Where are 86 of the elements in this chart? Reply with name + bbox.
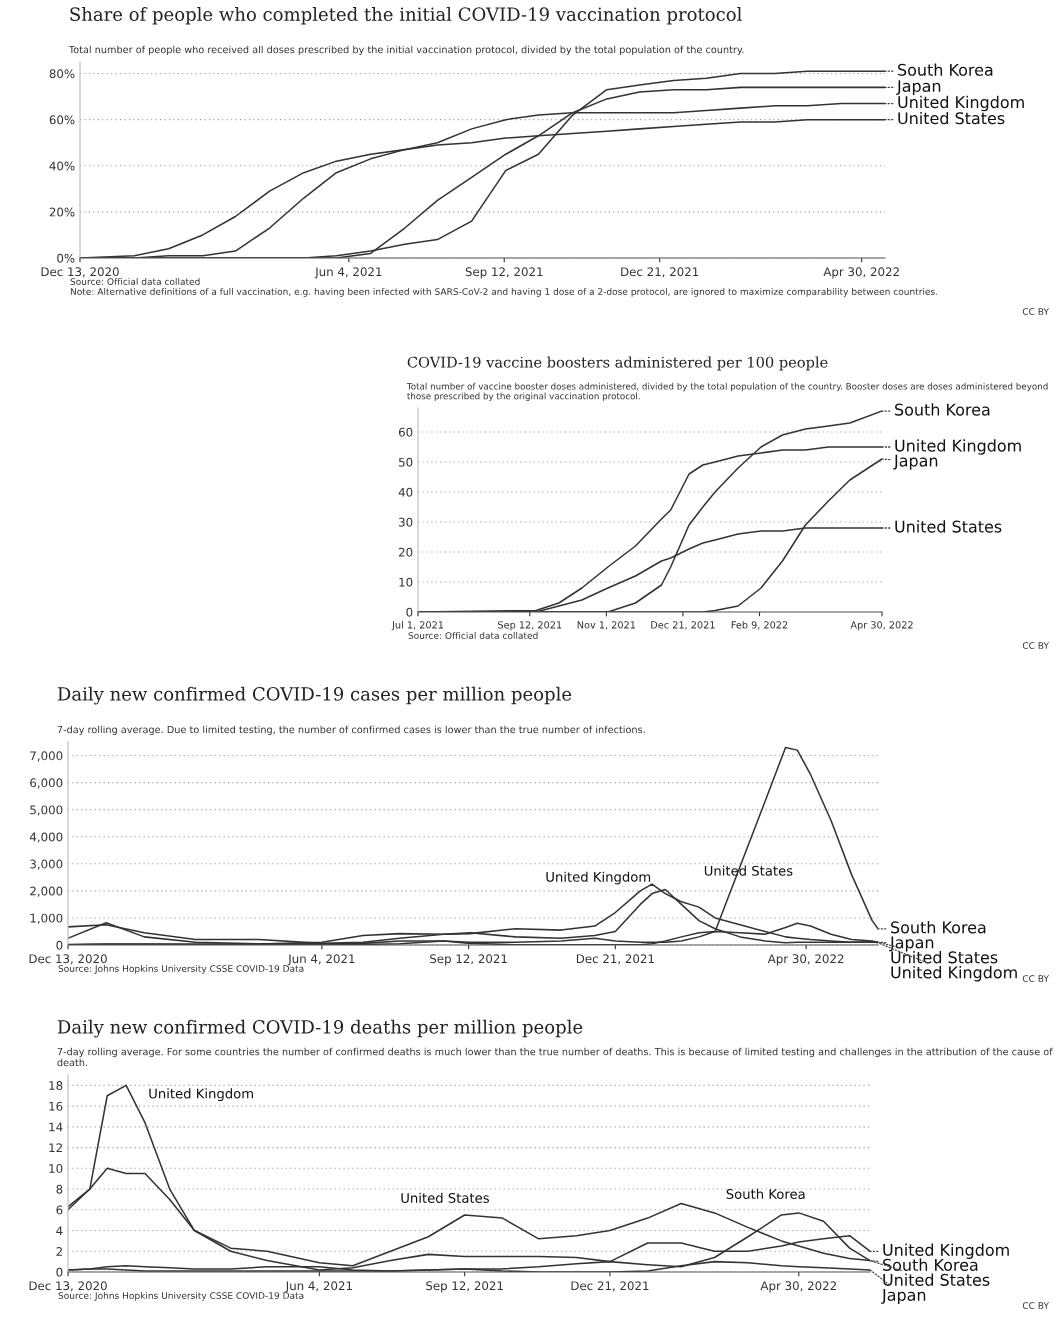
- series-label: Japan: [893, 454, 938, 470]
- series-label: United States: [883, 1273, 990, 1286]
- text: CC BY: [1022, 642, 1050, 649]
- text: CC BY: [1022, 975, 1050, 982]
- annotation: United States: [401, 1192, 489, 1203]
- x-tick-label: Jun 4, 2021: [287, 954, 355, 966]
- y-tick-label: 10: [399, 577, 413, 587]
- chart-subtitle: Total number of people who received all doses prescribed by the initial vaccination protocol, divided by the total population of the country.: [68, 45, 744, 56]
- y-tick-label: 0%: [57, 253, 75, 263]
- series-label: United States: [895, 520, 1002, 533]
- x-tick-label: Dec 13, 2020: [29, 1281, 107, 1292]
- y-tick-label: 2,000: [30, 886, 63, 897]
- series-label: United Kingdom: [898, 95, 1024, 112]
- y-tick-label: 30: [399, 517, 413, 527]
- x-tick-label: Jun 4, 2021: [314, 267, 382, 279]
- series-label: United Kingdom: [891, 966, 1017, 982]
- y-tick-label: 6,000: [30, 778, 63, 789]
- x-tick-label: Apr 30, 2022: [767, 954, 844, 966]
- y-tick-label: 40%: [49, 161, 75, 171]
- y-tick-label: 10: [49, 1164, 63, 1173]
- y-tick-label: 7,000: [30, 751, 63, 762]
- y-tick-label: 60: [398, 427, 413, 437]
- chart-title: Daily new confirmed COVID-19 cases per million people: [57, 686, 572, 705]
- x-tick-label: Sep 12, 2021: [430, 954, 507, 966]
- x-tick-label: Dec 21, 2021: [571, 1281, 649, 1292]
- annotation: United Kingdom: [546, 871, 651, 885]
- y-tick-label: 60%: [49, 115, 75, 125]
- y-tick-label: 20: [398, 547, 413, 557]
- y-tick-label: 50: [399, 457, 413, 467]
- series-label: United Kingdom: [895, 439, 1021, 455]
- x-tick-label: Feb 9, 2022: [731, 621, 788, 630]
- x-tick-label: Sep 12, 2021: [498, 621, 562, 631]
- x-tick-label: Nov 1, 2021: [577, 621, 636, 630]
- x-tick-label: Apr 30, 2022: [850, 621, 913, 631]
- x-tick-label: Dec 21, 2021: [621, 267, 699, 278]
- chart-subtitle: 7-day rolling average. For some countries the number of confirmed deaths is much lower than the true number of deaths. This is because of limited testing and challenges in the attribution of the cause of death.: [57, 1047, 1053, 1067]
- y-tick-label: 14: [49, 1122, 63, 1132]
- x-tick-label: Apr 30, 2022: [760, 1281, 836, 1293]
- y-tick-label: 18: [49, 1081, 63, 1091]
- series-label: Japan: [896, 80, 941, 96]
- x-tick-label: Apr 30, 2022: [823, 267, 899, 279]
- y-tick-label: 40: [398, 487, 413, 497]
- source-note: Source: Official data collated: [408, 632, 538, 639]
- y-tick-label: 2: [56, 1246, 62, 1256]
- y-tick-label: 0: [406, 607, 413, 617]
- y-tick-label: 6: [56, 1205, 63, 1215]
- series-label: South Korea: [898, 63, 993, 76]
- chart-subtitle: Total number of vaccine booster doses administered, divided by the total population of the country. Booster doses are doses administered beyond those prescribed by the original vaccination protocol.: [406, 382, 1048, 402]
- series-label: United States: [898, 111, 1005, 125]
- y-tick-label: 8: [56, 1184, 63, 1194]
- series-label: South Korea: [883, 1258, 978, 1271]
- y-tick-label: 80%: [49, 69, 75, 79]
- y-tick-label: 3,000: [30, 859, 63, 870]
- y-tick-label: 0: [56, 1267, 63, 1277]
- series-label: United Kingdom: [883, 1243, 1009, 1259]
- series-label: South Korea: [891, 921, 986, 934]
- x-tick-label: Sep 12, 2021: [426, 1281, 503, 1293]
- annotation: United Kingdom: [149, 1088, 253, 1102]
- text: Note: Alternative definitions of a full vaccination, e.g. having been infected with SARS-CoV-2 and having 1 dose of a 2-dose protocol, are ignored to maximize comparability between countries.: [70, 288, 938, 297]
- chart-title: Share of people who completed the initial COVID-19 vaccination protocol: [70, 7, 742, 25]
- chart-title: Daily new confirmed COVID-19 deaths per million people: [57, 1019, 583, 1038]
- x-tick-label: Jul 1, 2021: [391, 621, 444, 631]
- chart-title: COVID-19 vaccine boosters administered per 100 people: [407, 356, 828, 371]
- annotation: South Korea: [726, 1188, 805, 1199]
- x-tick-label: Dec 13, 2020: [41, 267, 119, 278]
- x-tick-label: Sep 12, 2021: [465, 267, 543, 279]
- y-tick-label: 4,000: [29, 832, 63, 843]
- text: CC BY: [1022, 1302, 1050, 1309]
- chart-subtitle: 7-day rolling average. Due to limited testing, the number of confirmed cases is lower than the true number of infections.: [57, 725, 645, 736]
- y-tick-label: 4: [56, 1226, 63, 1236]
- y-tick-label: 5,000: [30, 805, 63, 816]
- x-tick-label: Dec 21, 2021: [576, 954, 654, 965]
- series-label: Japan: [881, 1289, 926, 1304]
- y-tick-label: 16: [49, 1101, 63, 1111]
- y-tick-label: 1,000: [30, 913, 63, 924]
- source-note: Source: Official data collated: [70, 278, 200, 285]
- y-tick-label: 0: [56, 940, 63, 950]
- text: CC BY: [1022, 308, 1050, 315]
- x-tick-label: Jun 4, 2021: [285, 1281, 352, 1293]
- y-tick-label: 20%: [49, 207, 75, 217]
- x-tick-label: Dec 13, 2020: [29, 954, 107, 965]
- y-tick-label: 12: [49, 1143, 62, 1153]
- source-note: Source: Johns Hopkins University CSSE COVID-19 Data: [58, 965, 304, 974]
- source-note: Source: Johns Hopkins University CSSE COVID-19 Data: [58, 1292, 304, 1301]
- x-tick-label: Dec 21, 2021: [651, 621, 715, 630]
- series-label: South Korea: [895, 403, 990, 416]
